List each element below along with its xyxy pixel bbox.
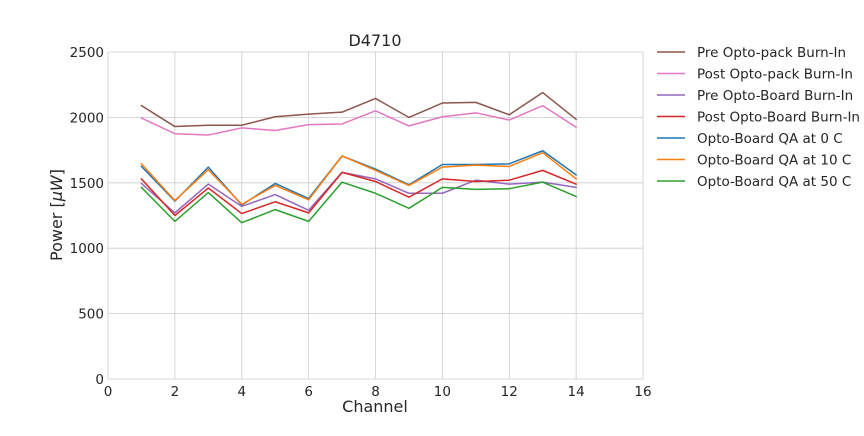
series-lines: [140, 91, 578, 224]
legend: Pre Opto-pack Burn-In Post Opto-pack Burn…: [657, 45, 860, 190]
y-tick-label: 0: [95, 372, 104, 388]
axes: 0 2 4 6 8 10 12 14 16 0 500 1000 1500 2000 2500: [70, 45, 652, 400]
x-axis-label: Channel: [342, 397, 408, 416]
series-line-5: [140, 150, 578, 206]
legend-label: Post Opto-pack Burn-In: [697, 67, 853, 83]
series-line-1: [140, 91, 578, 128]
y-tick-label: 2500: [70, 45, 104, 61]
x-tick-label: 12: [501, 384, 518, 400]
y-axis-label-text: Power [: [47, 201, 66, 261]
y-axis-label: Power [μW]: [47, 169, 66, 261]
x-tick-label: 14: [568, 384, 585, 400]
y-tick-label: 1500: [70, 176, 104, 192]
series-line-7: [140, 181, 578, 224]
y-axis-label-unit: μW: [47, 174, 66, 202]
x-tick-label: 4: [237, 384, 246, 400]
y-tick-label: 500: [78, 307, 104, 323]
y-axis-label-close: ]: [47, 169, 66, 175]
series-line-2: [140, 104, 578, 136]
x-tick-label: 16: [634, 384, 651, 400]
legend-label: Opto-Board QA at 10 C: [697, 153, 851, 169]
legend-label: Pre Opto-Board Burn-In: [697, 88, 853, 104]
legend-label: Opto-Board QA at 50 C: [697, 174, 851, 190]
legend-label: Post Opto-Board Burn-In: [697, 110, 860, 126]
grid: [107, 51, 644, 380]
x-tick-label: 0: [104, 384, 113, 400]
x-tick-label: 2: [171, 384, 180, 400]
series-line-3: [140, 171, 577, 214]
legend-label: Opto-Board QA at 0 C: [697, 131, 843, 147]
legend-label: Pre Opto-pack Burn-In: [697, 45, 846, 61]
series-line-6: [140, 151, 578, 206]
y-tick-label: 1000: [70, 241, 104, 257]
y-tick-label: 2000: [70, 110, 104, 126]
series-line-4: [140, 169, 578, 217]
x-tick-label: 10: [434, 384, 451, 400]
chart-title: D4710: [348, 31, 401, 50]
x-tick-label: 8: [371, 384, 380, 400]
x-tick-label: 6: [304, 384, 313, 400]
